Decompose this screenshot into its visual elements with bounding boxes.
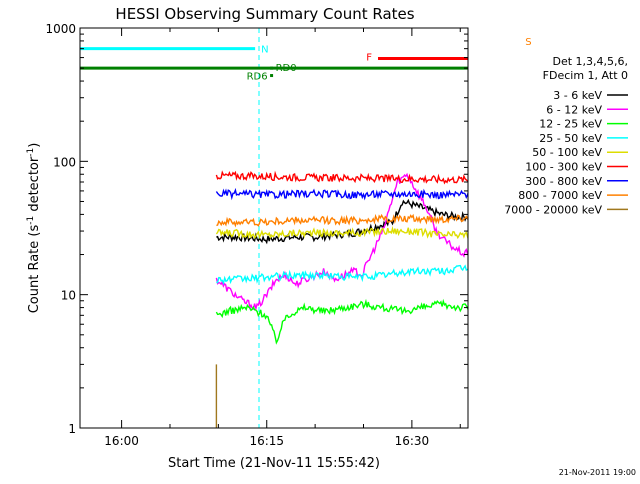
- y-axis-label-part-2: detector: [27, 156, 42, 216]
- legend-label-0: 3 - 6 keV: [553, 89, 602, 102]
- flag-label-N: N: [261, 45, 268, 56]
- y-tick-label-1: 10: [61, 289, 76, 303]
- series-line-5-0: [215, 170, 468, 185]
- attenuator-point-1: [270, 74, 274, 78]
- legend-label-6: 300 - 800 keV: [525, 175, 602, 188]
- plot-frame: [79, 27, 469, 429]
- x-tick-label-1: 16:15: [249, 434, 284, 448]
- y-tick-label-0: 1: [68, 422, 76, 436]
- y-axis-label-sup-2: -1: [26, 148, 36, 157]
- point-label-RD6: RD6: [247, 72, 268, 83]
- legend-label-5: 100 - 300 keV: [525, 161, 602, 174]
- y-tick-label-2: 100: [53, 155, 76, 169]
- legend-label-2: 12 - 25 keV: [539, 118, 602, 131]
- y-axis-label: Count Rate (s-1 detector-1): [26, 143, 42, 314]
- series-line-0-0: [216, 198, 468, 245]
- y-axis-label-sup-1: -1: [26, 216, 36, 225]
- series-line-6-0: [215, 187, 468, 201]
- y-axis-label-part-1: Count Rate (s: [27, 225, 42, 314]
- x-tick-label-0: 16:00: [104, 434, 139, 448]
- legend-label-8: 7000 - 20000 keV: [504, 203, 602, 216]
- y-tick-label-3: 1000: [45, 22, 76, 36]
- legend-header-2: FDecim 1, Att 0: [543, 69, 628, 82]
- attenuator-point-0: [270, 66, 274, 70]
- series-line-2-0: [215, 298, 468, 345]
- x-axis-label: Start Time (21-Nov-11 15:55:42): [168, 456, 380, 471]
- legend: Det 1,3,4,5,6, FDecim 1, Att 0 3 - 6 keV…: [504, 55, 628, 216]
- footer-date: 21-Nov-2011 19:00: [559, 468, 636, 477]
- series-line-4-0: [215, 225, 468, 240]
- legend-label-4: 50 - 100 keV: [532, 146, 602, 159]
- legend-label-7: 800 - 7000 keV: [518, 189, 602, 202]
- chart-title: HESSI Observing Summary Count Rates: [115, 5, 414, 23]
- flag-label-S: S: [525, 37, 531, 48]
- legend-label-1: 6 - 12 keV: [546, 103, 602, 116]
- series-line-1-1: [362, 172, 468, 274]
- point-label-RD0: RD0: [276, 63, 297, 74]
- plot-area: 16:00 16:15 16:30 1 10 100 1000 N F S RD0 RD6: [45, 22, 531, 448]
- series-line-7-0: [216, 213, 468, 228]
- legend-label-3: 25 - 50 keV: [539, 132, 602, 145]
- x-tick-label-2: 16:30: [395, 434, 430, 448]
- y-axis-label-part-3: ): [27, 143, 42, 148]
- series-line-3-0: [216, 264, 468, 286]
- flag-label-F: F: [366, 53, 372, 64]
- plot-inner: [80, 28, 468, 428]
- legend-header-1: Det 1,3,4,5,6,: [552, 55, 628, 68]
